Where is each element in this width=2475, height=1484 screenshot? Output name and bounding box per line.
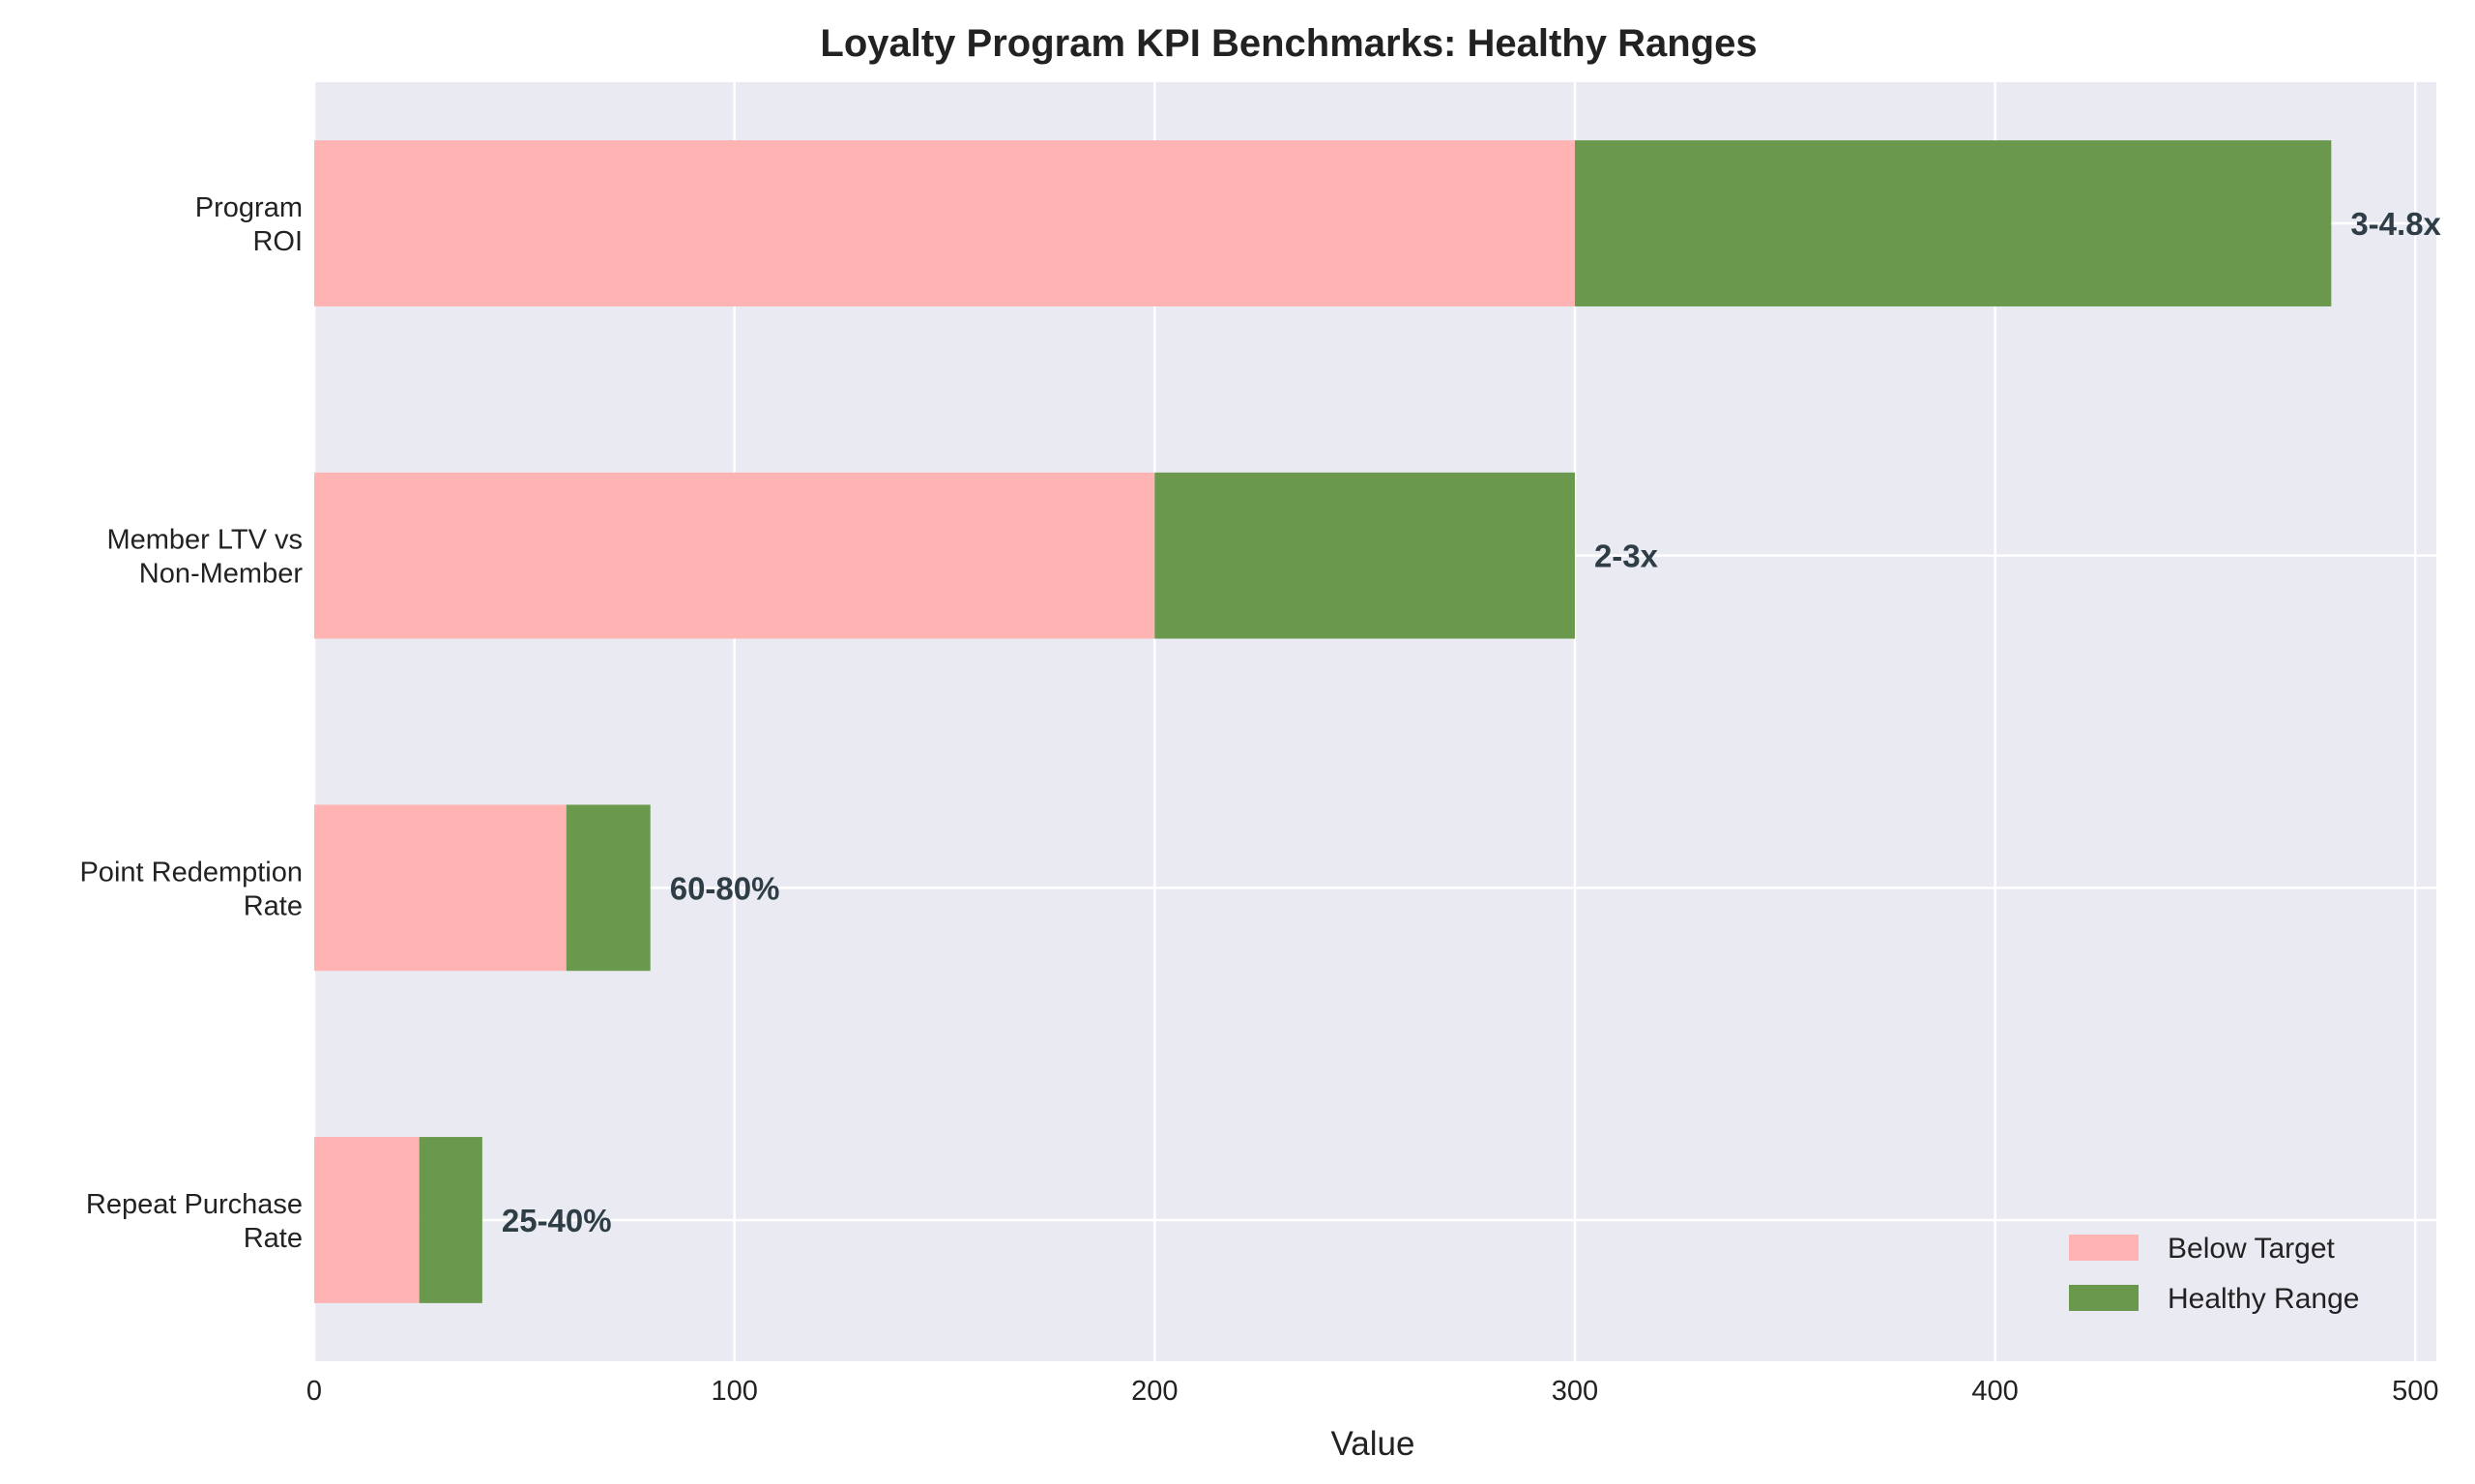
x-tick-label: 0 — [306, 1376, 322, 1407]
legend-swatch — [2069, 1235, 2139, 1261]
bar-annotation: 25-40% — [502, 1203, 612, 1238]
x-axis-label: Value — [1331, 1425, 1415, 1463]
bar-below-target — [314, 140, 1575, 306]
y-tick-label: Repeat Purchase Rate — [86, 1189, 303, 1254]
bar-healthy-range — [1154, 472, 1575, 639]
bar-healthy-range — [419, 1137, 482, 1303]
x-tick-label: 100 — [711, 1376, 757, 1407]
y-tick-label: Member LTV vs Non-Member — [106, 525, 303, 590]
legend-label: Below Target — [2168, 1233, 2336, 1265]
bar-healthy-range — [1574, 140, 2332, 306]
x-tick-label: 200 — [1131, 1376, 1178, 1407]
x-tick-label: 500 — [2392, 1376, 2438, 1407]
bar-below-target — [314, 804, 567, 972]
y-tick-label: Program ROI — [195, 192, 303, 257]
bar-below-target — [314, 1137, 420, 1303]
plot-area: 0 100 200 300 400 500 3-4.8x Program ROI 2-3x Memb… — [79, 82, 2442, 1407]
bar-annotation: 60-80% — [670, 870, 780, 906]
bar-annotation: 3-4.8x — [2350, 206, 2441, 242]
legend-swatch — [2069, 1285, 2139, 1311]
bar-healthy-range — [566, 804, 651, 972]
x-tick-label: 300 — [1552, 1376, 1598, 1407]
legend-label: Healthy Range — [2168, 1283, 2359, 1315]
y-tick-label: Point Redemption Rate — [79, 857, 303, 921]
bar-annotation: 2-3x — [1594, 538, 1659, 574]
chart-title: Loyalty Program KPI Benchmarks: Healthy … — [820, 22, 1757, 65]
x-tick-label: 400 — [1971, 1376, 2018, 1407]
bar-below-target — [314, 472, 1155, 639]
